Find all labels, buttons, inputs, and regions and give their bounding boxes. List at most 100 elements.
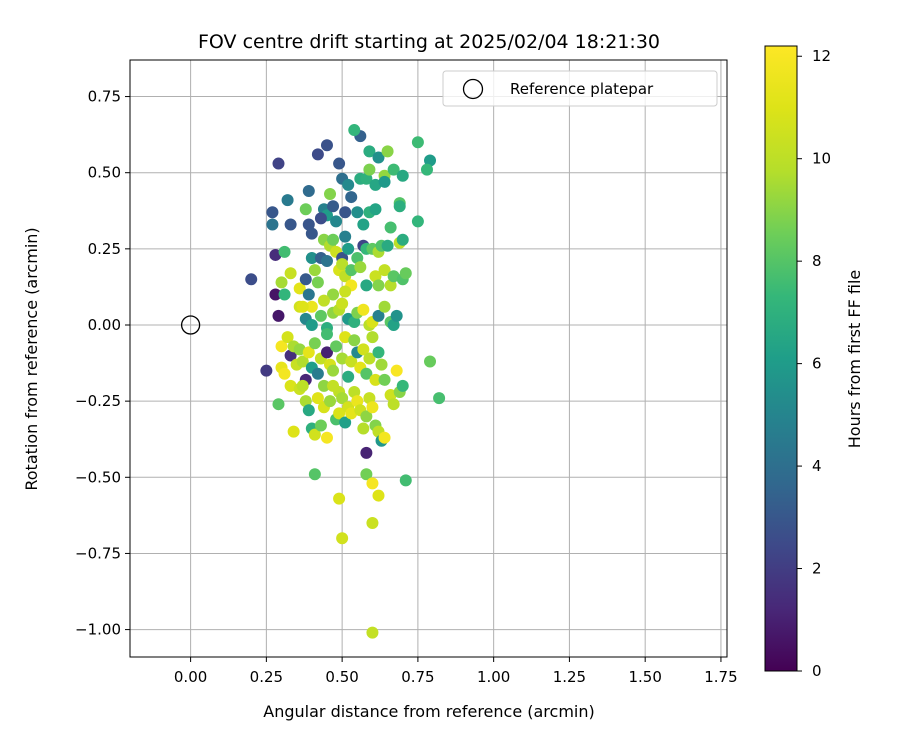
data-point (296, 379, 309, 392)
data-point (333, 157, 346, 170)
data-point (345, 191, 358, 204)
data-point (320, 328, 333, 341)
data-point (360, 468, 373, 481)
data-point (302, 404, 315, 417)
data-point (339, 230, 352, 243)
data-point (357, 343, 370, 356)
data-point (245, 273, 258, 286)
y-axis-label: Rotation from reference (arcmin) (22, 227, 41, 490)
colorbar-tick-label: 0 (812, 662, 822, 680)
data-point (378, 300, 391, 313)
data-point (363, 145, 376, 158)
data-point (269, 248, 282, 261)
colorbar-tick-label: 12 (812, 47, 831, 65)
data-point (293, 282, 306, 295)
data-point (433, 392, 446, 405)
data-point (378, 373, 391, 386)
data-point (314, 419, 327, 432)
x-axis-label: Angular distance from reference (arcmin) (263, 702, 594, 721)
data-point (390, 364, 403, 377)
data-point (311, 276, 324, 289)
data-point (366, 401, 379, 414)
data-point (320, 255, 333, 268)
y-axis-ticks: 0.75 0.50 0.25 0.00 −0.25 −0.50 −0.75 −1.00 (75, 88, 130, 639)
x-tick-label: 1.25 (553, 668, 586, 686)
data-point (330, 340, 343, 353)
data-point (372, 279, 385, 292)
data-point (375, 358, 388, 371)
data-point (357, 422, 370, 435)
data-point (378, 175, 391, 188)
grid (130, 60, 727, 657)
data-point (345, 264, 358, 277)
x-tick-label: 0.25 (250, 668, 283, 686)
y-tick-label: 0.50 (88, 164, 121, 182)
data-point (384, 221, 397, 234)
data-point (278, 245, 291, 258)
data-point (305, 300, 318, 313)
data-point (269, 288, 282, 301)
data-point (324, 395, 337, 408)
data-point (339, 416, 352, 429)
colorbar-tick-label: 8 (812, 252, 822, 270)
data-point (360, 367, 373, 380)
data-point (327, 379, 340, 392)
data-point (284, 349, 297, 362)
data-point (387, 270, 400, 283)
y-tick-label: 0.25 (88, 240, 121, 258)
data-point (302, 288, 315, 301)
legend: Reference platepar (442, 70, 718, 107)
data-point (339, 285, 352, 298)
data-point (424, 355, 437, 368)
data-point (305, 251, 318, 264)
data-point (299, 203, 312, 216)
data-point (302, 218, 315, 231)
y-tick-label: −0.75 (75, 544, 121, 562)
data-point (336, 532, 349, 545)
y-tick-label: 0.00 (88, 316, 121, 334)
data-point (320, 139, 333, 152)
data-point (424, 154, 437, 167)
colorbar (764, 45, 798, 672)
data-point (369, 270, 382, 283)
data-point (369, 178, 382, 191)
data-point (305, 227, 318, 240)
data-point (336, 392, 349, 405)
data-point (360, 279, 373, 292)
data-point (387, 398, 400, 411)
data-point (360, 172, 373, 185)
data-point (372, 489, 385, 502)
data-point (360, 446, 373, 459)
data-point (351, 395, 364, 408)
data-point (357, 218, 370, 231)
data-point (296, 355, 309, 368)
data-point (378, 431, 391, 444)
colorbar-ticks: 0 2 4 6 8 10 12 (797, 47, 831, 680)
y-tick-label: 0.75 (88, 88, 121, 106)
data-point (372, 346, 385, 359)
data-point (336, 352, 349, 365)
data-point (363, 352, 376, 365)
data-point (327, 288, 340, 301)
data-point (272, 157, 285, 170)
data-point (284, 267, 297, 280)
data-point (287, 425, 300, 438)
data-point (317, 294, 330, 307)
x-tick-label: 0.00 (174, 668, 207, 686)
data-point (308, 428, 321, 441)
data-point (272, 309, 285, 322)
data-point (275, 340, 288, 353)
data-point (369, 203, 382, 216)
data-point (302, 184, 315, 197)
data-point (348, 386, 361, 399)
x-tick-label: 1.50 (628, 668, 661, 686)
data-point (420, 163, 433, 176)
colorbar-tick-label: 4 (812, 457, 822, 475)
data-point (348, 315, 361, 328)
data-point (311, 367, 324, 380)
data-point (381, 145, 394, 158)
colorbar-tick-label: 2 (812, 560, 822, 578)
data-point (363, 163, 376, 176)
data-point (327, 200, 340, 213)
